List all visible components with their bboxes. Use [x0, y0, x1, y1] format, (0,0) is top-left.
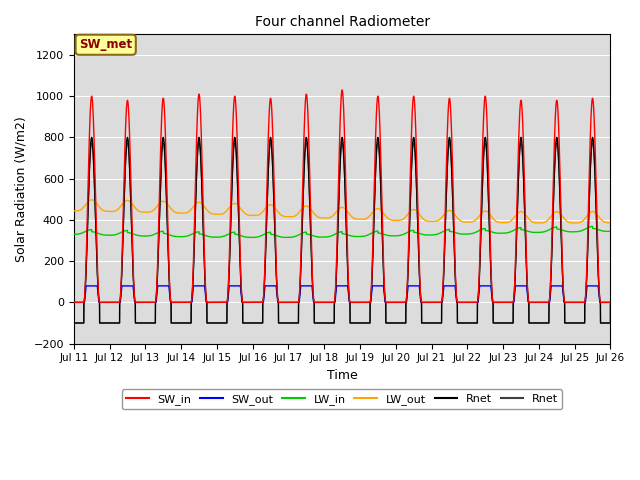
X-axis label: Time: Time: [327, 369, 358, 382]
Title: Four channel Radiometer: Four channel Radiometer: [255, 15, 429, 29]
Legend: SW_in, SW_out, LW_in, LW_out, Rnet, Rnet: SW_in, SW_out, LW_in, LW_out, Rnet, Rnet: [122, 389, 563, 409]
Y-axis label: Solar Radiation (W/m2): Solar Radiation (W/m2): [15, 116, 28, 262]
Text: SW_met: SW_met: [79, 38, 132, 51]
